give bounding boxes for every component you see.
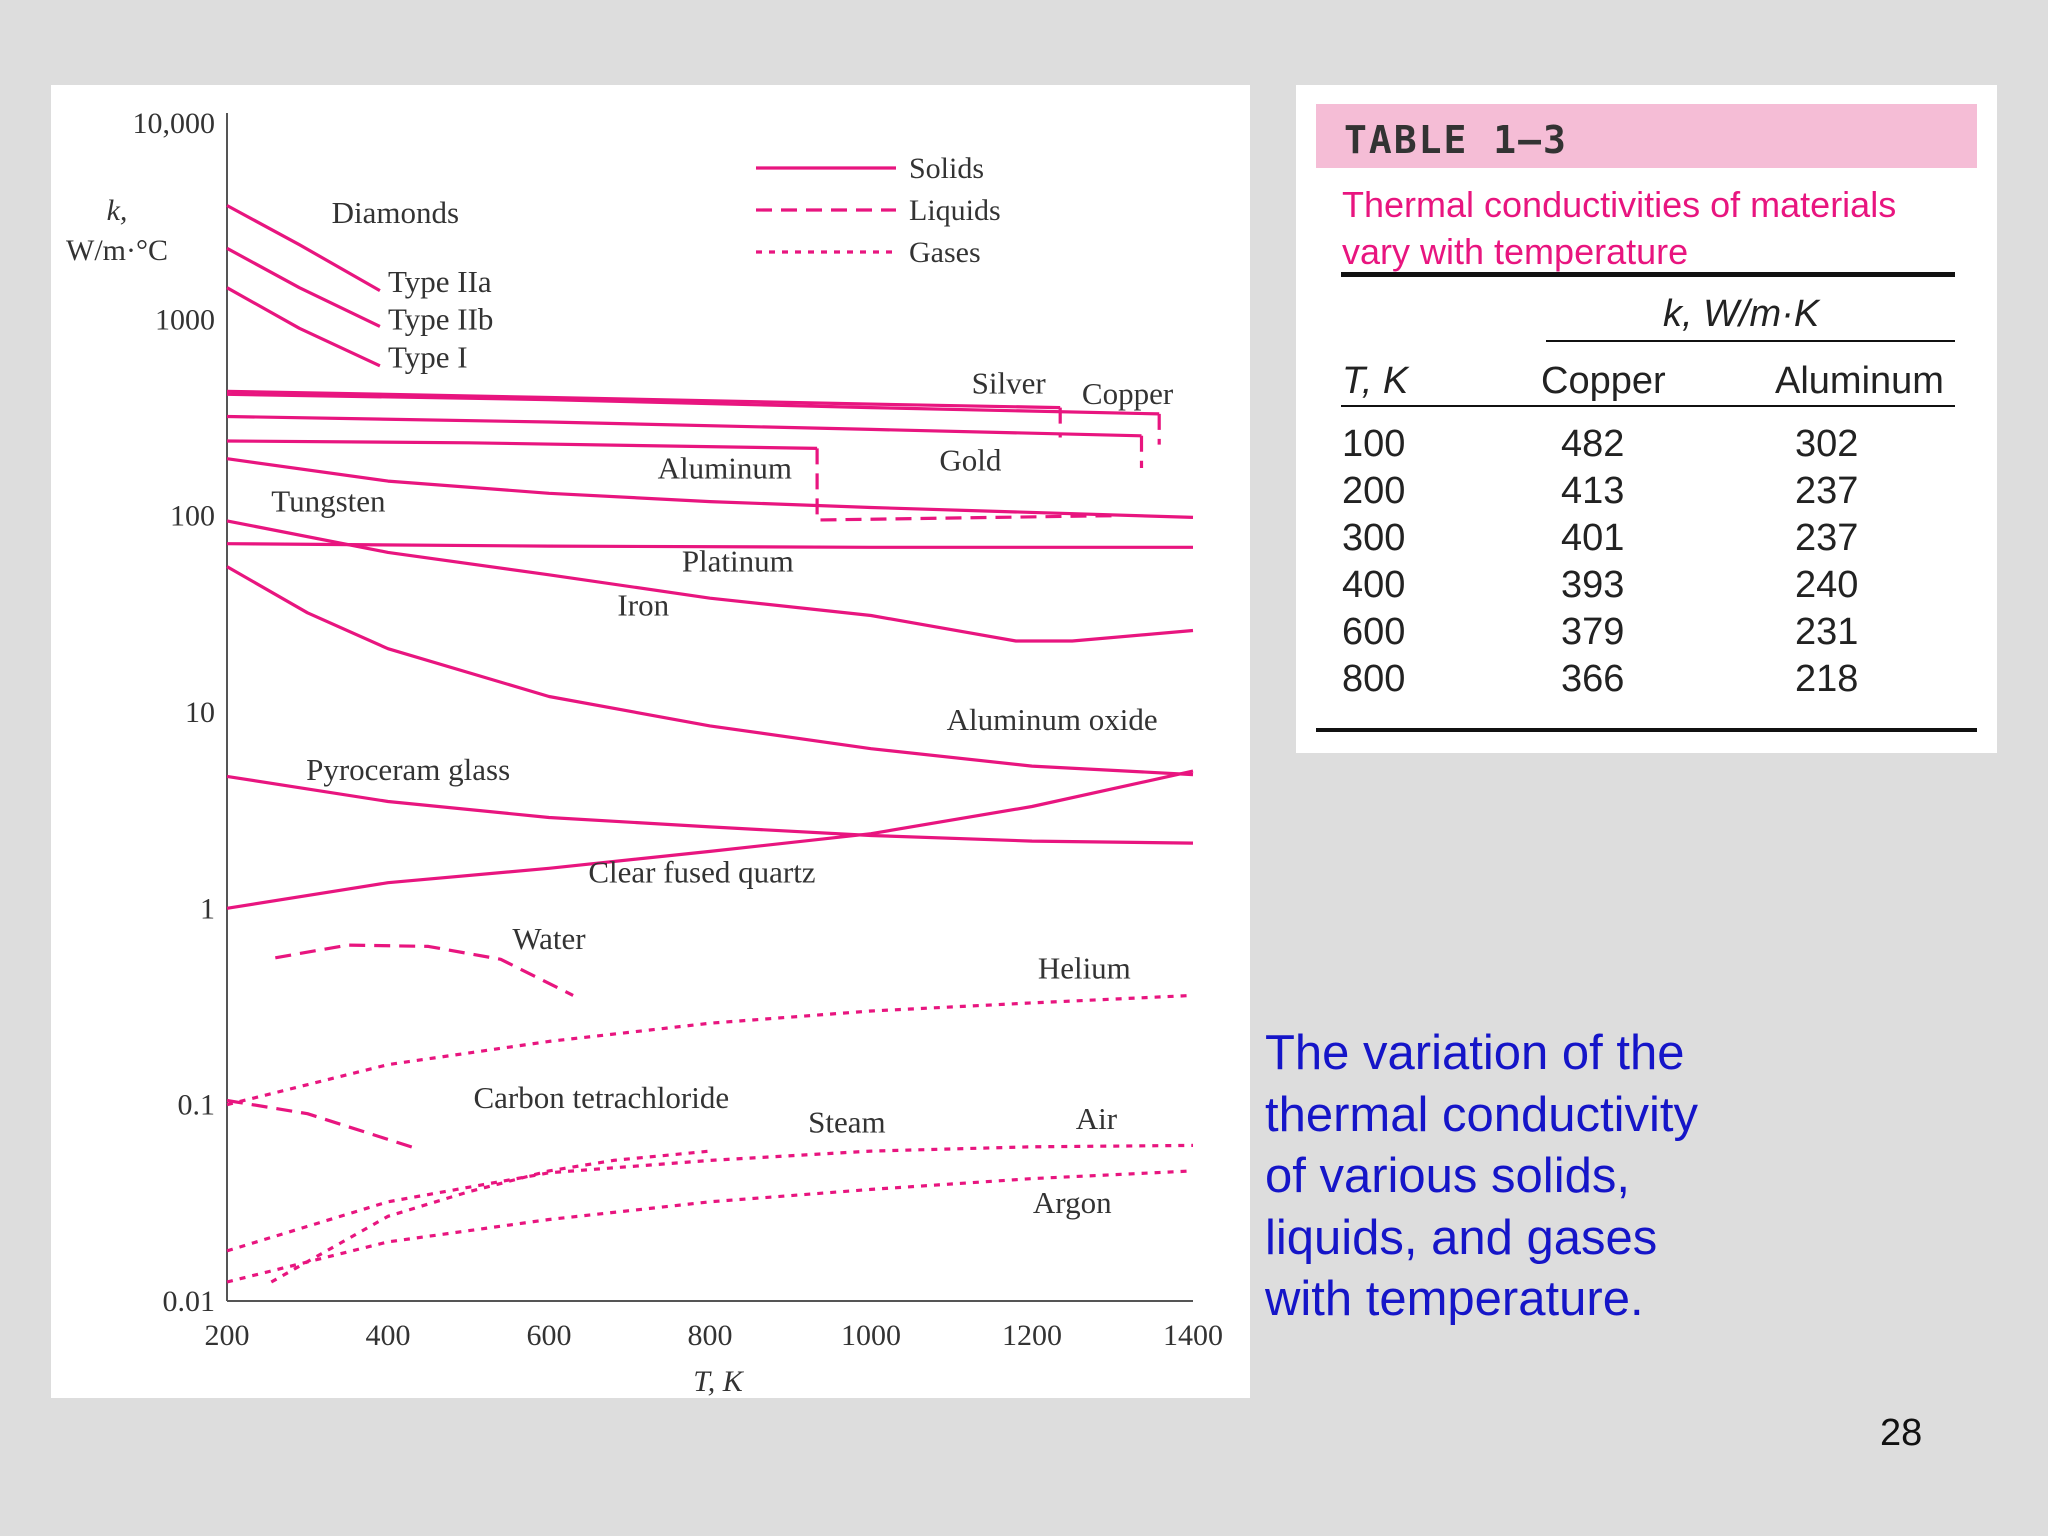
table-1-3-panel: TABLE 1–3 Thermal conductivities of mate…	[1296, 85, 1997, 753]
table-group-header: k, W/m·K	[1663, 293, 1820, 335]
y-tick-label: 100	[170, 500, 215, 533]
curve-label-pyroceram-glass: Pyroceram glass	[306, 752, 510, 787]
y-tick-label: 10,000	[133, 107, 216, 140]
table-column-header: Aluminum	[1775, 360, 1944, 402]
table-column-header: Copper	[1541, 360, 1666, 402]
series-line-water	[275, 943, 574, 997]
curve-label-air: Air	[1076, 1101, 1118, 1136]
y-tick-label: 1	[200, 892, 215, 925]
table-column-header: T, K	[1342, 360, 1409, 402]
table-cell: 240	[1795, 564, 1859, 606]
series-line-steam	[270, 1149, 711, 1284]
table-header-rule	[1341, 405, 1955, 407]
x-axis-label: T, K	[693, 1365, 744, 1398]
table-cell: 600	[1342, 611, 1406, 653]
curve-label-helium: Helium	[1038, 950, 1131, 985]
series-line-platinum	[226, 542, 1193, 549]
legend-label-solids: Solids	[909, 152, 984, 185]
y-tick-label: 1000	[155, 303, 215, 336]
table-cell: 401	[1561, 517, 1625, 559]
x-tick-label-400: 400	[366, 1319, 411, 1352]
table-id: TABLE 1–3	[1344, 118, 1568, 162]
curve-label-water: Water	[512, 921, 586, 956]
chart-axes: 200 400 600 800 1000 1200 1400 10,000 1000 100 10 1…	[66, 107, 1223, 1398]
series-line-silver	[226, 389, 1061, 410]
x-tick-label-1000: 1000	[841, 1319, 901, 1352]
curve-label-iron: Iron	[617, 588, 669, 623]
table-top-rule	[1341, 272, 1955, 277]
y-tick-label: 0.01	[163, 1285, 216, 1318]
table-cell: 366	[1561, 658, 1625, 700]
thermal-conductivity-chart: 200 400 600 800 1000 1200 1400 10,000 1000 100 10 1…	[51, 85, 1250, 1398]
table-cell: 482	[1561, 423, 1625, 465]
curve-label-aluminum-oxide: Aluminum oxide	[947, 702, 1158, 737]
slide-caption: The variation of the thermal conductivit…	[1265, 1026, 1699, 1326]
curve-label-gold: Gold	[939, 442, 1002, 477]
series-line-type-i	[226, 286, 381, 368]
chart-series	[226, 204, 1194, 1284]
curve-label-copper: Copper	[1082, 376, 1174, 411]
chart-legend: Solids Liquids Gases	[756, 152, 1001, 269]
table-cell: 413	[1561, 470, 1625, 512]
curve-label-platinum: Platinum	[682, 543, 794, 578]
curve-label-steam: Steam	[808, 1105, 886, 1140]
curve-label-tungsten: Tungsten	[271, 484, 386, 519]
table-cell: 300	[1342, 517, 1406, 559]
table-cell: 200	[1342, 470, 1406, 512]
legend-label-gases: Gases	[909, 236, 981, 269]
table-cell: 800	[1342, 658, 1406, 700]
table-cell: 237	[1795, 517, 1859, 559]
curve-label-argon: Argon	[1033, 1185, 1112, 1220]
y-tick-label: 10	[185, 696, 215, 729]
series-line-aluminum-oxide	[226, 565, 1194, 777]
table-cell: 231	[1795, 611, 1859, 653]
page-number: 28	[1880, 1412, 1923, 1454]
x-tick-label-800: 800	[688, 1319, 733, 1352]
series-line-copper	[226, 392, 1160, 416]
curve-label-diamonds: Diamonds	[332, 195, 459, 230]
y-axis-label: k,	[107, 194, 128, 227]
series-line-carbon-tetrachloride	[226, 1098, 421, 1152]
series-line-aluminum	[226, 439, 818, 450]
x-tick-label-1400: 1400	[1163, 1319, 1223, 1352]
table-caption: Thermal conductivities of materials vary…	[1342, 184, 1897, 272]
series-line-tungsten	[226, 457, 1194, 519]
curve-label-type-iia: Type IIa	[388, 264, 492, 299]
series-line-iron	[226, 519, 1194, 643]
series-line-pyroceram-glass	[226, 774, 1194, 845]
series-line-clear-fused-quartz	[226, 769, 1194, 910]
table-group-rule	[1546, 340, 1955, 342]
table-header-band: TABLE 1–3	[1316, 104, 1977, 168]
table-cell: 302	[1795, 423, 1859, 465]
x-tick-label-1200: 1200	[1002, 1319, 1062, 1352]
table-cell: 400	[1342, 564, 1406, 606]
series-line-type-iib	[226, 246, 381, 328]
x-tick-label-200: 200	[205, 1319, 250, 1352]
table-cell: 100	[1342, 423, 1406, 465]
series-line-type-iia	[226, 204, 381, 292]
chart-svg: 200 400 600 800 1000 1200 1400 10,000 1000 100 10 1…	[66, 107, 1223, 1398]
y-tick-label: 0.1	[178, 1089, 216, 1122]
legend-label-liquids: Liquids	[909, 194, 1001, 227]
table-cell: 237	[1795, 470, 1859, 512]
y-axis-unit-label: W/m·°C	[66, 234, 168, 267]
table-bottom-rule	[1316, 728, 1977, 732]
series-line-gold	[226, 414, 1142, 438]
table-cell: 218	[1795, 658, 1859, 700]
curve-label-silver: Silver	[972, 365, 1047, 400]
curve-label-carbon-tetrachloride: Carbon tetrachloride	[473, 1080, 729, 1115]
table-cell: 379	[1561, 611, 1625, 653]
curve-label-type-i: Type I	[388, 339, 468, 374]
curve-label-aluminum: Aluminum	[658, 450, 792, 485]
curve-label-clear-fused-quartz: Clear fused quartz	[588, 855, 815, 890]
table-cell: 393	[1561, 564, 1625, 606]
x-tick-label-600: 600	[527, 1319, 572, 1352]
curve-label-type-iib: Type IIb	[388, 301, 493, 336]
